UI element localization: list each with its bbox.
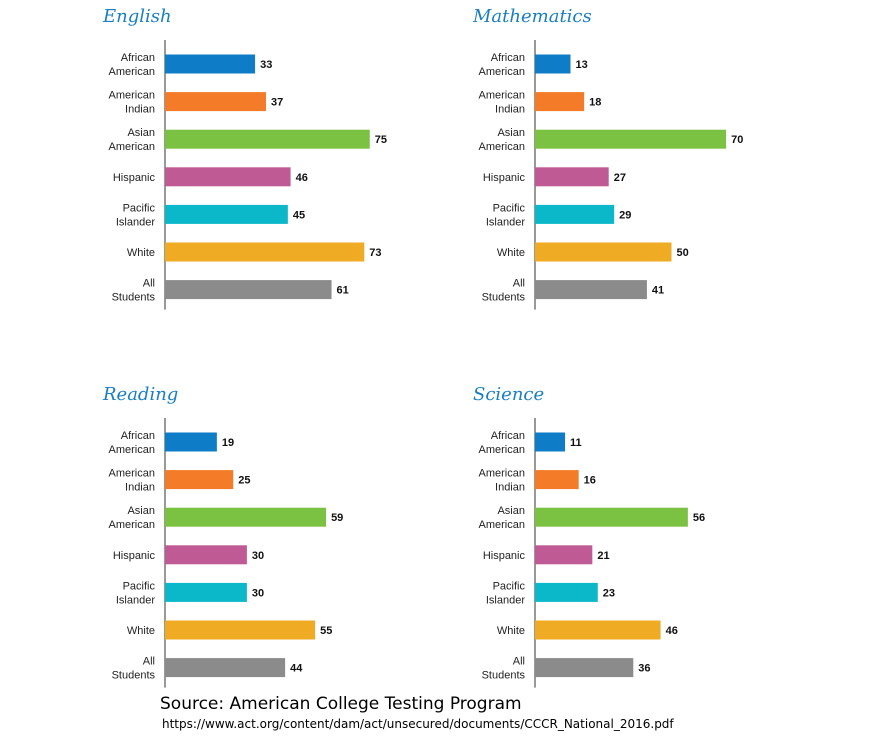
english-value-label-white: 73 bbox=[369, 247, 381, 259]
science-category-label-american-indian: American Indian bbox=[479, 468, 525, 494]
reading-category-label-american-indian: American Indian bbox=[109, 468, 155, 494]
science-category-label-pacific-islander: Pacific Islander bbox=[486, 580, 526, 606]
reading-value-label-american-indian: 25 bbox=[238, 475, 250, 487]
english-chart: English 33 African American 37 American India… bbox=[103, 6, 463, 326]
mathematics-bar-pacific-islander bbox=[535, 204, 615, 224]
science-bar-pacific-islander bbox=[535, 582, 598, 602]
reading-bar-american-indian bbox=[165, 470, 234, 490]
reading-category-label-african-american: African American bbox=[109, 430, 155, 456]
english-category-label-american-indian: American Indian bbox=[109, 90, 155, 116]
mathematics-chart: Mathematics 13 African American 18 American I… bbox=[473, 6, 833, 326]
reading-bar-white bbox=[165, 620, 316, 640]
mathematics-value-label-african-american: 13 bbox=[575, 59, 587, 71]
english-value-label-american-indian: 37 bbox=[271, 97, 283, 109]
science-bar-white bbox=[535, 620, 661, 640]
science-value-label-hispanic: 21 bbox=[597, 550, 609, 562]
english-value-label-african-american: 33 bbox=[260, 59, 272, 71]
mathematics-bar-american-indian bbox=[535, 92, 585, 112]
english-bar-pacific-islander bbox=[165, 204, 288, 224]
mathematics-value-label-pacific-islander: 29 bbox=[619, 209, 631, 221]
reading-category-label-hispanic: Hispanic bbox=[113, 550, 156, 562]
english-category-label-all-students: All Students bbox=[112, 278, 156, 304]
english-bar-white bbox=[165, 242, 365, 262]
science-category-label-african-american: African American bbox=[479, 430, 525, 456]
english-category-label-hispanic: Hispanic bbox=[113, 172, 156, 184]
science-value-label-asian-american: 56 bbox=[693, 512, 705, 524]
english-bar-plot: 33 African American 37 American Indian 75 Asian… bbox=[109, 40, 387, 310]
science-value-label-pacific-islander: 23 bbox=[603, 587, 615, 599]
reading-value-label-white: 55 bbox=[320, 625, 332, 637]
english-category-label-white: White bbox=[127, 247, 155, 259]
mathematics-category-label-african-american: African American bbox=[479, 52, 525, 78]
mathematics-bar-white bbox=[535, 242, 672, 262]
science-category-label-white: White bbox=[497, 625, 525, 637]
mathematics-category-label-pacific-islander: Pacific Islander bbox=[486, 202, 526, 228]
mathematics-value-label-american-indian: 18 bbox=[589, 97, 601, 109]
mathematics-bar-african-american bbox=[535, 54, 571, 74]
english-value-label-asian-american: 75 bbox=[375, 134, 387, 146]
science-bar-asian-american bbox=[535, 507, 688, 527]
mathematics-value-label-all-students: 41 bbox=[652, 285, 664, 297]
reading-category-label-white: White bbox=[127, 625, 155, 637]
science-chart-title: Science bbox=[473, 384, 545, 405]
science-bar-african-american bbox=[535, 432, 566, 452]
reading-value-label-hispanic: 30 bbox=[252, 550, 264, 562]
reading-bar-asian-american bbox=[165, 507, 327, 527]
reading-value-label-pacific-islander: 30 bbox=[252, 587, 264, 599]
english-bar-asian-american bbox=[165, 129, 370, 149]
reading-bar-african-american bbox=[165, 432, 217, 452]
english-category-label-african-american: African American bbox=[109, 52, 155, 78]
english-bar-all-students bbox=[165, 280, 332, 300]
english-chart-title: English bbox=[103, 6, 172, 27]
source-caption: Source: American College Testing Program bbox=[160, 694, 522, 714]
science-value-label-american-indian: 16 bbox=[584, 475, 596, 487]
reading-bar-all-students bbox=[165, 658, 286, 678]
english-value-label-pacific-islander: 45 bbox=[293, 209, 305, 221]
reading-category-label-all-students: All Students bbox=[112, 656, 156, 682]
science-category-label-hispanic: Hispanic bbox=[483, 550, 526, 562]
reading-chart-title: Reading bbox=[103, 384, 179, 405]
reading-category-label-asian-american: Asian American bbox=[109, 505, 155, 531]
english-value-label-all-students: 61 bbox=[337, 285, 349, 297]
reading-chart: Reading 19 African American 25 American India… bbox=[103, 384, 463, 704]
science-value-label-all-students: 36 bbox=[638, 663, 650, 675]
english-bar-african-american bbox=[165, 54, 256, 74]
science-bar-all-students bbox=[535, 658, 634, 678]
source-url: https://www.act.org/content/dam/act/unse… bbox=[162, 717, 674, 731]
science-category-label-all-students: All Students bbox=[482, 656, 526, 682]
science-value-label-african-american: 11 bbox=[570, 437, 582, 449]
mathematics-category-label-white: White bbox=[497, 247, 525, 259]
mathematics-category-label-all-students: All Students bbox=[482, 278, 526, 304]
mathematics-chart-title: Mathematics bbox=[473, 6, 592, 27]
english-bar-american-indian bbox=[165, 92, 267, 112]
science-category-label-asian-american: Asian American bbox=[479, 505, 525, 531]
mathematics-value-label-asian-american: 70 bbox=[731, 134, 743, 146]
mathematics-bar-hispanic bbox=[535, 167, 609, 187]
reading-bar-pacific-islander bbox=[165, 582, 247, 602]
mathematics-bar-all-students bbox=[535, 280, 647, 300]
reading-category-label-pacific-islander: Pacific Islander bbox=[116, 580, 156, 606]
reading-value-label-asian-american: 59 bbox=[331, 512, 343, 524]
reading-value-label-all-students: 44 bbox=[290, 663, 303, 675]
science-bar-plot: 11 African American 16 American Indian 56 Asian… bbox=[479, 418, 705, 688]
mathematics-value-label-white: 50 bbox=[677, 247, 689, 259]
science-chart: Science 11 African American 16 American India… bbox=[473, 384, 833, 704]
reading-bar-hispanic bbox=[165, 545, 247, 565]
mathematics-category-label-asian-american: Asian American bbox=[479, 127, 525, 153]
mathematics-value-label-hispanic: 27 bbox=[614, 172, 626, 184]
mathematics-bar-plot: 13 African American 18 American Indian 70 Asian… bbox=[479, 40, 743, 310]
english-category-label-pacific-islander: Pacific Islander bbox=[116, 202, 156, 228]
mathematics-category-label-hispanic: Hispanic bbox=[483, 172, 526, 184]
english-value-label-hispanic: 46 bbox=[296, 172, 308, 184]
reading-bar-plot: 19 African American 25 American Indian 59 Asian… bbox=[109, 418, 343, 688]
mathematics-category-label-american-indian: American Indian bbox=[479, 90, 525, 116]
reading-value-label-african-american: 19 bbox=[222, 437, 234, 449]
science-value-label-white: 46 bbox=[666, 625, 678, 637]
mathematics-bar-asian-american bbox=[535, 129, 727, 149]
science-bar-american-indian bbox=[535, 470, 579, 490]
science-bar-hispanic bbox=[535, 545, 593, 565]
english-category-label-asian-american: Asian American bbox=[109, 127, 155, 153]
english-bar-hispanic bbox=[165, 167, 291, 187]
